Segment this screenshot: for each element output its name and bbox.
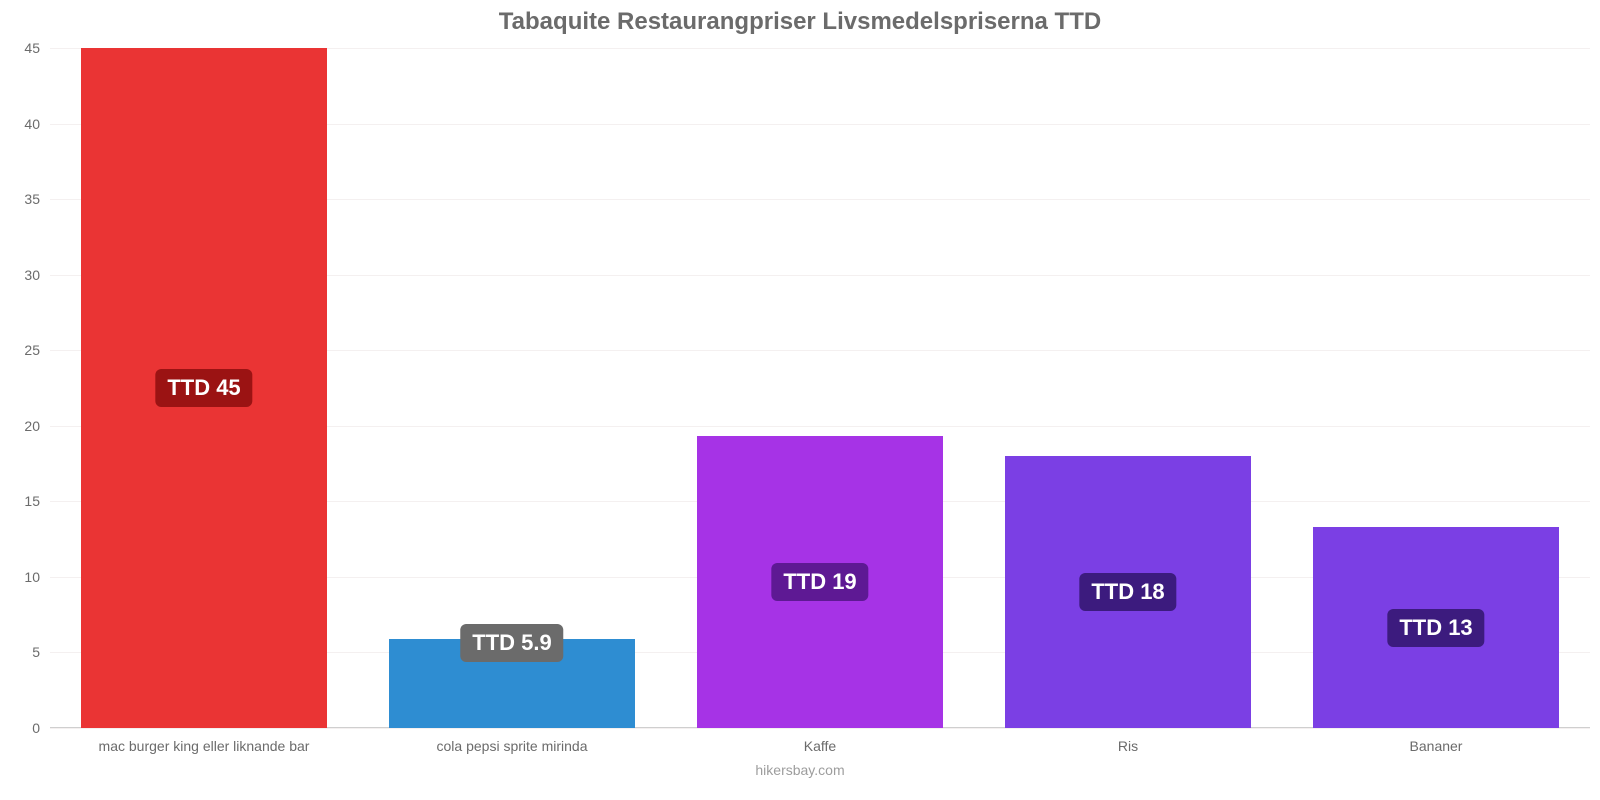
y-tick-label: 45 bbox=[0, 40, 40, 56]
chart-footer: hikersbay.com bbox=[0, 762, 1600, 778]
y-tick-label: 5 bbox=[0, 644, 40, 660]
price-bar-chart: Tabaquite Restaurangpriser Livsmedelspri… bbox=[0, 0, 1600, 800]
x-tick-label: mac burger king eller liknande bar bbox=[99, 738, 310, 754]
value-label: TTD 19 bbox=[771, 563, 868, 601]
chart-title: Tabaquite Restaurangpriser Livsmedelspri… bbox=[0, 8, 1600, 36]
y-tick-label: 25 bbox=[0, 342, 40, 358]
value-label: TTD 5.9 bbox=[460, 624, 563, 662]
value-label: TTD 13 bbox=[1387, 609, 1484, 647]
y-tick-label: 10 bbox=[0, 569, 40, 585]
gridline bbox=[50, 728, 1590, 729]
plot-area: 051015202530354045mac burger king eller … bbox=[50, 48, 1590, 728]
y-tick-label: 40 bbox=[0, 116, 40, 132]
y-tick-label: 15 bbox=[0, 493, 40, 509]
y-tick-label: 20 bbox=[0, 418, 40, 434]
y-tick-label: 0 bbox=[0, 720, 40, 736]
x-tick-label: Kaffe bbox=[804, 738, 836, 754]
value-label: TTD 45 bbox=[155, 369, 252, 407]
x-tick-label: Ris bbox=[1118, 738, 1138, 754]
x-tick-label: cola pepsi sprite mirinda bbox=[437, 738, 588, 754]
x-tick-label: Bananer bbox=[1410, 738, 1463, 754]
value-label: TTD 18 bbox=[1079, 573, 1176, 611]
y-tick-label: 30 bbox=[0, 267, 40, 283]
y-tick-label: 35 bbox=[0, 191, 40, 207]
